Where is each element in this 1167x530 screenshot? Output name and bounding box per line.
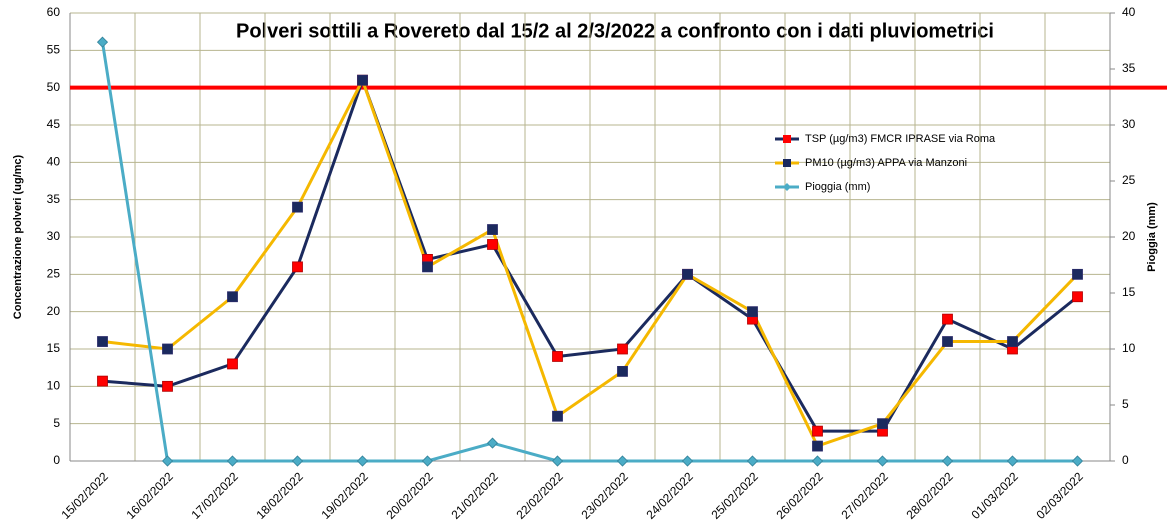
y-tick-label: 50 bbox=[47, 80, 61, 94]
y2-tick-label: 10 bbox=[1122, 341, 1136, 355]
legend-marker bbox=[783, 135, 791, 143]
y-tick-label: 25 bbox=[47, 267, 61, 281]
marker bbox=[1007, 336, 1018, 347]
marker bbox=[681, 455, 694, 467]
x-tick-label: 24/02/2022 bbox=[643, 469, 696, 522]
marker bbox=[97, 336, 108, 347]
x-tick-label: 25/02/2022 bbox=[708, 469, 761, 522]
marker bbox=[96, 36, 109, 48]
x-tick-label: 16/02/2022 bbox=[123, 469, 176, 522]
legend-label: PM10 (µg/m3) APPA via Manzoni bbox=[805, 157, 967, 169]
marker bbox=[487, 239, 498, 250]
y2-tick-label: 20 bbox=[1122, 229, 1136, 243]
series-line bbox=[102, 75, 1079, 433]
marker bbox=[876, 455, 889, 467]
marker bbox=[357, 74, 368, 86]
marker bbox=[617, 343, 628, 355]
y2-tick-label: 0 bbox=[1122, 453, 1129, 467]
y-tick-label: 20 bbox=[47, 304, 61, 318]
y2-tick-label: 40 bbox=[1122, 5, 1136, 19]
marker bbox=[162, 380, 173, 392]
marker bbox=[486, 437, 499, 449]
marker bbox=[812, 440, 823, 452]
marker bbox=[97, 375, 108, 387]
marker bbox=[616, 455, 629, 467]
series-line bbox=[101, 41, 1078, 463]
marker bbox=[292, 201, 303, 213]
x-tick-label: 01/03/2022 bbox=[968, 469, 1021, 522]
marker bbox=[356, 455, 369, 467]
marker bbox=[1006, 455, 1019, 467]
marker bbox=[942, 336, 953, 347]
marker bbox=[552, 410, 563, 422]
x-tick-label: 27/02/2022 bbox=[838, 469, 891, 522]
x-tick-label: 18/02/2022 bbox=[253, 469, 306, 522]
x-tick-label: 26/02/2022 bbox=[773, 469, 826, 522]
x-tick-label: 21/02/2022 bbox=[448, 469, 501, 522]
marker bbox=[1072, 291, 1083, 303]
marker bbox=[1072, 268, 1083, 280]
x-tick-label: 02/03/2022 bbox=[1033, 469, 1086, 522]
marker bbox=[291, 455, 304, 467]
marker bbox=[162, 343, 173, 355]
marker bbox=[1071, 455, 1084, 467]
x-tick-label: 17/02/2022 bbox=[188, 469, 241, 522]
y2-tick-label: 35 bbox=[1122, 61, 1136, 75]
marker bbox=[487, 224, 498, 235]
x-tick-label: 19/02/2022 bbox=[318, 469, 371, 522]
y2-tick-label: 5 bbox=[1122, 397, 1129, 411]
marker bbox=[747, 306, 758, 318]
marker bbox=[421, 455, 434, 467]
chart-title: Polveri sottili a Rovereto dal 15/2 al 2… bbox=[236, 20, 994, 42]
marker bbox=[226, 455, 239, 467]
marker bbox=[682, 268, 693, 280]
legend-label: TSP (µg/m3) FMCR IPRASE via Roma bbox=[805, 133, 996, 145]
x-tick-label: 15/02/2022 bbox=[58, 469, 111, 522]
marker bbox=[746, 455, 759, 467]
marker bbox=[812, 425, 823, 437]
marker bbox=[941, 455, 954, 467]
marker bbox=[551, 455, 564, 467]
series-line bbox=[102, 76, 1079, 448]
marker bbox=[552, 351, 563, 362]
y-tick-label: 10 bbox=[47, 379, 61, 393]
marker bbox=[811, 455, 824, 467]
y-tick-label: 40 bbox=[47, 155, 61, 169]
x-tick-label: 22/02/2022 bbox=[513, 469, 566, 522]
marker bbox=[617, 365, 628, 377]
y2-tick-label: 15 bbox=[1122, 285, 1136, 299]
x-tick-label: 20/02/2022 bbox=[383, 469, 436, 522]
y2-tick-label: 25 bbox=[1122, 173, 1136, 187]
marker bbox=[422, 261, 433, 273]
marker bbox=[161, 455, 174, 467]
legend-label: Pioggia (mm) bbox=[805, 181, 870, 193]
y-tick-label: 60 bbox=[47, 5, 61, 19]
marker bbox=[227, 358, 238, 370]
y2-tick-label: 30 bbox=[1122, 117, 1136, 131]
y-tick-label: 35 bbox=[47, 192, 61, 206]
y-tick-label: 55 bbox=[47, 43, 61, 57]
y2-axis-label: Pioggia (mm) bbox=[1146, 202, 1158, 272]
marker bbox=[227, 291, 238, 303]
marker bbox=[942, 313, 953, 325]
x-tick-label: 23/02/2022 bbox=[578, 469, 631, 522]
y-tick-label: 0 bbox=[53, 453, 60, 467]
y-tick-label: 30 bbox=[47, 229, 61, 243]
x-tick-label: 28/02/2022 bbox=[903, 469, 956, 522]
legend-marker bbox=[783, 183, 791, 191]
y-tick-label: 5 bbox=[53, 416, 60, 430]
marker bbox=[292, 261, 303, 273]
y-axis-label: Concentrazione polveri (ug/mc) bbox=[12, 154, 24, 319]
marker bbox=[877, 418, 888, 430]
y-tick-label: 45 bbox=[47, 117, 61, 131]
legend-marker bbox=[783, 159, 791, 167]
y-tick-label: 15 bbox=[47, 341, 61, 355]
